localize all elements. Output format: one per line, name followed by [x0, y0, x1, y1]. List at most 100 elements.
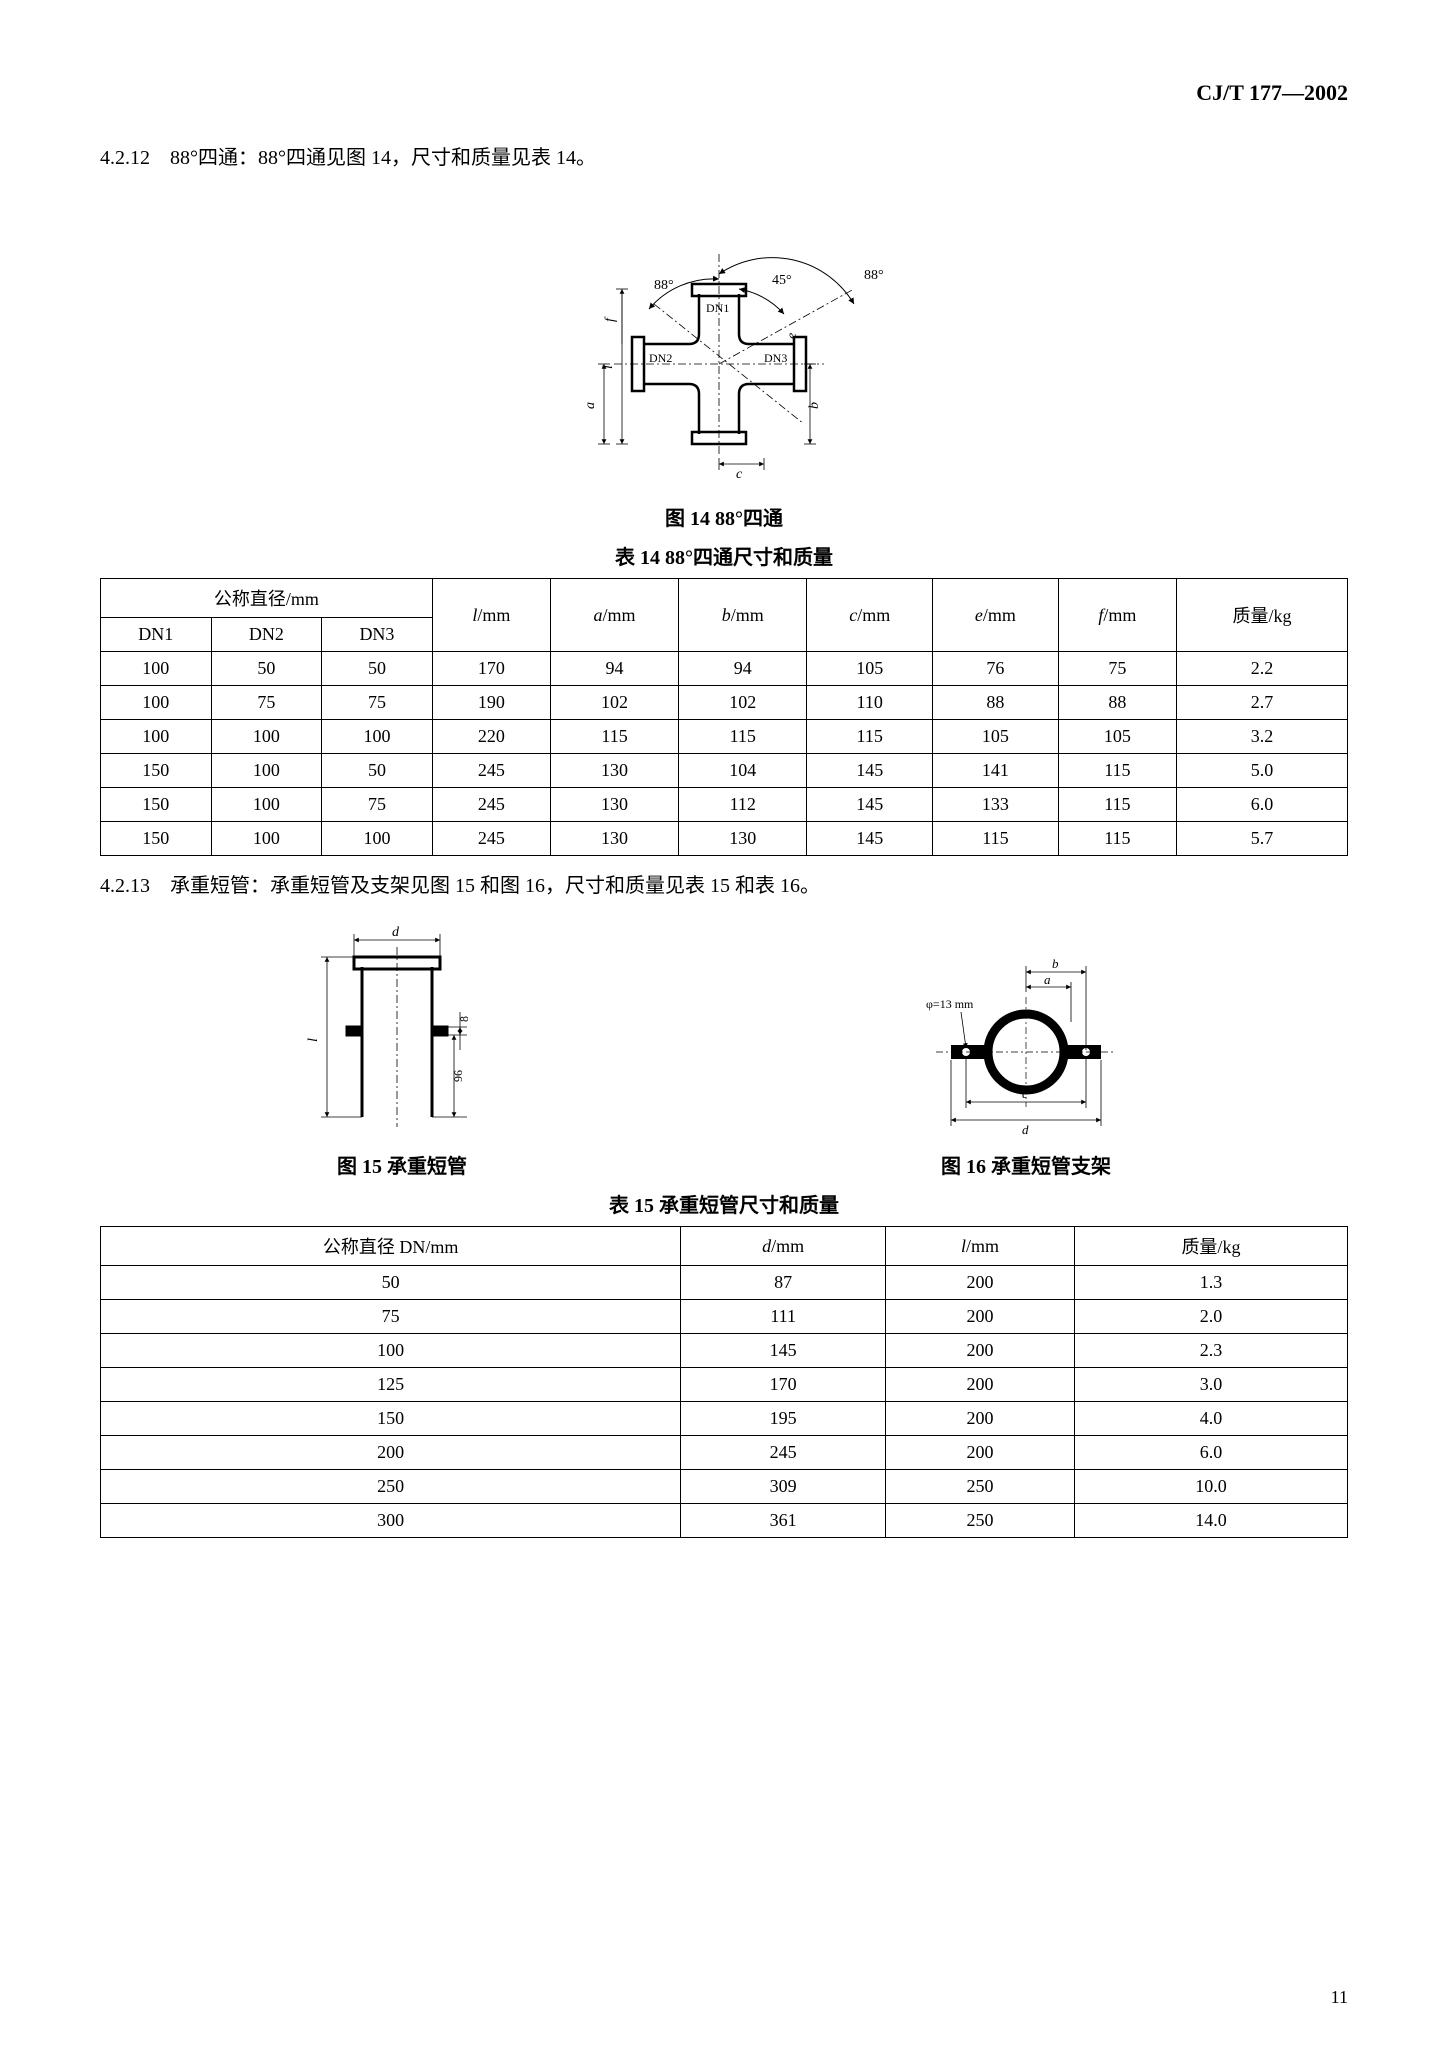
col-group-dn: 公称直径/mm: [101, 579, 433, 618]
table-cell: 309: [681, 1470, 886, 1504]
table-cell: 130: [679, 822, 807, 856]
col-mass: 质量/kg: [1176, 579, 1347, 652]
table-cell: 141: [933, 754, 1059, 788]
table-cell: 200: [101, 1436, 681, 1470]
table-cell: 6.0: [1176, 788, 1347, 822]
table-cell: 100: [211, 788, 322, 822]
figures-15-16-row: d l 8 96 图 15 承重短管: [100, 922, 1348, 1179]
table-cell: 150: [101, 788, 212, 822]
table-cell: 115: [679, 720, 807, 754]
table-row: 1005050170949410576752.2: [101, 652, 1348, 686]
table-cell: 170: [432, 652, 550, 686]
table-cell: 100: [322, 822, 433, 856]
svg-text:8: 8: [457, 1016, 471, 1022]
table-14: 公称直径/mm l/mm a/mm b/mm c/mm e/mm f/mm 质量…: [100, 578, 1348, 856]
table-cell: 115: [933, 822, 1059, 856]
table-cell: 87: [681, 1266, 886, 1300]
table-cell: 145: [807, 822, 933, 856]
table-cell: 190: [432, 686, 550, 720]
table-cell: 125: [101, 1368, 681, 1402]
table-cell: 100: [101, 720, 212, 754]
col-b: b/mm: [679, 579, 807, 652]
table-cell: 75: [211, 686, 322, 720]
table-cell: 102: [550, 686, 678, 720]
table-cell: 2.3: [1074, 1334, 1347, 1368]
col-l: l/mm: [886, 1227, 1075, 1266]
table-row: 1501952004.0: [101, 1402, 1348, 1436]
table-cell: 145: [807, 788, 933, 822]
table-row: 1001001002201151151151051053.2: [101, 720, 1348, 754]
figure-16-caption: 图 16 承重短管支架: [876, 1150, 1176, 1179]
svg-text:e: e: [785, 333, 800, 339]
table-cell: 100: [211, 754, 322, 788]
table-cell: 50: [322, 754, 433, 788]
table-cell: 130: [550, 822, 678, 856]
figure-14-container: 88° 88° 45° DN1 DN2 DN3 l f a b e c: [100, 194, 1348, 531]
table-cell: 245: [432, 754, 550, 788]
figure-14-diagram: 88° 88° 45° DN1 DN2 DN3 l f a b e c: [514, 194, 934, 494]
table-cell: 105: [933, 720, 1059, 754]
col-f: f/mm: [1058, 579, 1176, 652]
table-cell: 115: [807, 720, 933, 754]
col-dn: 公称直径 DN/mm: [101, 1227, 681, 1266]
table-cell: 94: [550, 652, 678, 686]
table-cell: 200: [886, 1368, 1075, 1402]
svg-text:a: a: [583, 402, 598, 409]
table-cell: 115: [1058, 788, 1176, 822]
section-4-2-12: 4.2.1288°四通：88°四通见图 14，尺寸和质量见表 14。: [100, 142, 1348, 174]
table-row: 30036125014.0: [101, 1504, 1348, 1538]
table-14-caption: 表 14 88°四通尺寸和质量: [100, 541, 1348, 570]
svg-text:DN2: DN2: [649, 351, 672, 365]
table-cell: 2.7: [1176, 686, 1347, 720]
table-cell: 1.3: [1074, 1266, 1347, 1300]
table-cell: 2.2: [1176, 652, 1347, 686]
col-a: a/mm: [550, 579, 678, 652]
table-cell: 245: [681, 1436, 886, 1470]
table-cell: 75: [322, 788, 433, 822]
table-cell: 88: [1058, 686, 1176, 720]
table-row: 50872001.3: [101, 1266, 1348, 1300]
table-cell: 2.0: [1074, 1300, 1347, 1334]
table-cell: 10.0: [1074, 1470, 1347, 1504]
table-cell: 200: [886, 1266, 1075, 1300]
page-number: 11: [1331, 1987, 1348, 2008]
table-cell: 200: [886, 1436, 1075, 1470]
table-cell: 200: [886, 1402, 1075, 1436]
table-cell: 76: [933, 652, 1059, 686]
table-cell: 200: [886, 1334, 1075, 1368]
table-cell: 115: [550, 720, 678, 754]
table-cell: 170: [681, 1368, 886, 1402]
table-cell: 250: [886, 1504, 1075, 1538]
section-number: 4.2.12: [100, 147, 150, 169]
col-dn1: DN1: [101, 618, 212, 652]
table-cell: 145: [807, 754, 933, 788]
svg-text:88°: 88°: [864, 268, 884, 283]
table-cell: 133: [933, 788, 1059, 822]
table-cell: 195: [681, 1402, 886, 1436]
table-cell: 14.0: [1074, 1504, 1347, 1538]
col-d: d/mm: [681, 1227, 886, 1266]
figure-15-container: d l 8 96 图 15 承重短管: [272, 922, 532, 1179]
svg-text:f: f: [603, 316, 618, 322]
table-cell: 245: [432, 788, 550, 822]
table-row: 150100752451301121451331156.0: [101, 788, 1348, 822]
table-cell: 220: [432, 720, 550, 754]
table-cell: 100: [101, 1334, 681, 1368]
table-cell: 50: [322, 652, 433, 686]
svg-text:DN1: DN1: [706, 301, 729, 315]
figure-15-caption: 图 15 承重短管: [272, 1150, 532, 1179]
svg-text:l: l: [306, 1038, 321, 1042]
table-cell: 105: [807, 652, 933, 686]
table-cell: 3.0: [1074, 1368, 1347, 1402]
table-cell: 112: [679, 788, 807, 822]
table-cell: 145: [681, 1334, 886, 1368]
table-cell: 361: [681, 1504, 886, 1538]
svg-text:φ=13 mm: φ=13 mm: [926, 997, 974, 1011]
figure-16-diagram: b a φ=13 mm c d: [876, 942, 1176, 1142]
standard-code: CJ/T 177—2002: [100, 80, 1348, 106]
table-row: 751112002.0: [101, 1300, 1348, 1334]
table-row: 公称直径 DN/mm d/mm l/mm 质量/kg: [101, 1227, 1348, 1266]
svg-text:DN3: DN3: [764, 351, 787, 365]
table-cell: 150: [101, 754, 212, 788]
table-cell: 300: [101, 1504, 681, 1538]
